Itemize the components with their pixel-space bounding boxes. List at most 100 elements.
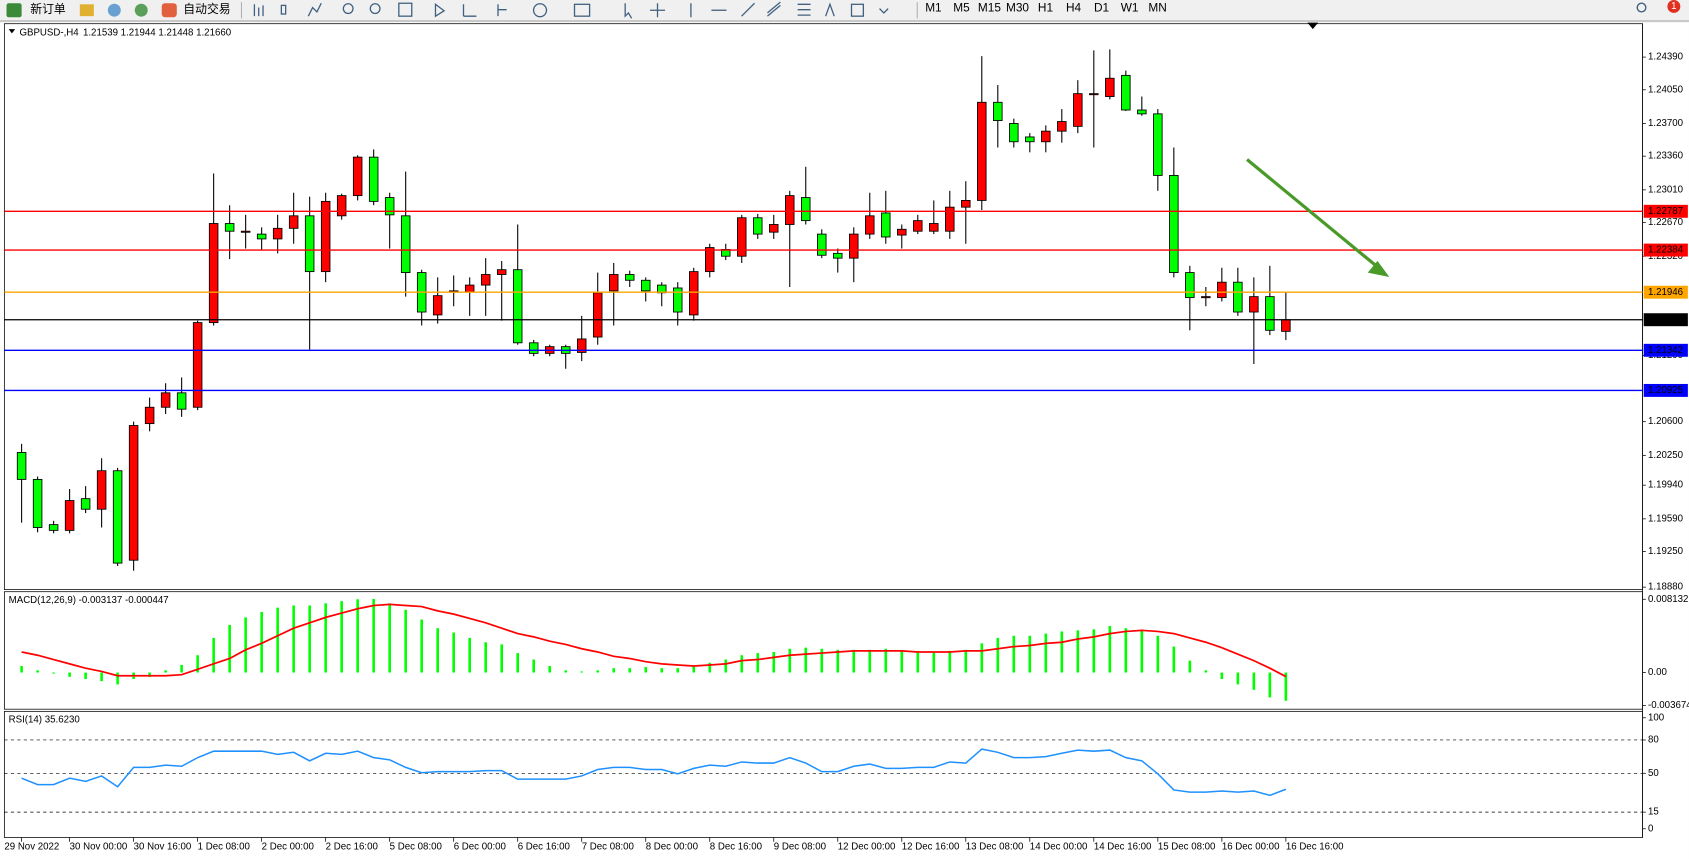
candle-body <box>384 197 395 216</box>
candle-body <box>464 284 475 293</box>
chart-header: GBPUSD-,H4 1.21539 1.21944 1.21448 1.2166… <box>19 27 231 38</box>
macd-header: MACD(12,26,9) -0.003137 -0.000447 <box>9 595 169 606</box>
periods-button[interactable] <box>532 3 548 18</box>
notification-badge[interactable] <box>1667 0 1681 13</box>
level-label: 1.21342 <box>1648 345 1683 356</box>
macd-bar <box>436 628 439 673</box>
line-chart-button[interactable] <box>307 2 322 17</box>
candle-body <box>672 287 683 313</box>
macd-bar <box>1204 670 1208 673</box>
macd-bar <box>660 668 664 673</box>
x-tick-label: 7 Dec 08:00 <box>582 842 635 853</box>
macd-bar <box>420 619 423 673</box>
crosshair-button[interactable] <box>649 3 666 18</box>
macd-bar <box>724 659 728 673</box>
macd-bar <box>196 655 199 673</box>
tool-icon[interactable] <box>134 3 148 17</box>
fibo-button[interactable] <box>797 3 811 16</box>
y-tick-label: 1.22670 <box>1648 217 1684 228</box>
macd-bar <box>516 653 519 673</box>
macd-bar <box>1220 672 1224 680</box>
candle-button[interactable] <box>280 4 287 15</box>
x-tick-label: 29 Nov 2022 <box>4 842 59 853</box>
timeframe-button[interactable]: D1 <box>1094 1 1110 15</box>
y-tick-label: 50 <box>1648 768 1659 779</box>
timeframe-button[interactable]: H1 <box>1038 1 1054 15</box>
candle-body <box>480 274 491 286</box>
y-tick-label: -0.003674 <box>1648 700 1689 711</box>
candle-body <box>80 498 91 510</box>
candle-body <box>192 322 203 408</box>
x-tick-label: 14 Dec 16:00 <box>1094 842 1152 853</box>
search-button[interactable] <box>1636 2 1647 13</box>
candle-body <box>977 101 987 201</box>
templates-button[interactable] <box>573 3 591 17</box>
macd-bar <box>996 637 1000 673</box>
macd-bar <box>260 611 263 673</box>
candle-body <box>96 470 107 510</box>
candle-body <box>112 470 123 564</box>
x-tick-label: 30 Nov 00:00 <box>70 842 128 853</box>
tool-icon[interactable] <box>79 4 94 17</box>
x-tick-label: 2 Dec 00:00 <box>262 842 315 853</box>
tile-button[interactable] <box>398 2 413 17</box>
macd-bar <box>500 644 503 673</box>
auto-trading-button[interactable]: 自动交易 <box>183 2 230 16</box>
channel-button[interactable] <box>767 1 781 17</box>
indicators-button[interactable] <box>497 4 507 17</box>
candle-body <box>881 212 891 238</box>
macd-bar <box>20 666 23 673</box>
level-label-box <box>1643 204 1688 218</box>
macd-bar <box>116 672 119 685</box>
tool-icon[interactable] <box>107 3 121 17</box>
timeframe-button[interactable]: M5 <box>953 1 970 15</box>
autoscroll-button[interactable] <box>434 3 446 18</box>
timeframe-button[interactable]: M15 <box>978 1 1001 15</box>
y-tick-label: 1.19250 <box>1648 546 1684 557</box>
auto-trading-icon[interactable] <box>161 3 177 18</box>
macd-bar <box>1092 629 1096 673</box>
macd-bar <box>356 599 359 673</box>
candle-body <box>336 195 347 217</box>
new-order-button[interactable]: 新订单 <box>30 2 66 16</box>
cursor-button[interactable] <box>624 3 633 19</box>
candle-body <box>64 500 75 531</box>
candle-body <box>1249 296 1259 313</box>
timeframe-button[interactable]: M30 <box>1006 1 1029 15</box>
bar-chart-button[interactable] <box>253 4 264 17</box>
macd-bar <box>180 664 183 673</box>
candle-body <box>801 197 811 222</box>
zoom-out-button[interactable] <box>369 3 381 15</box>
candle-body <box>1265 296 1275 331</box>
candle-body <box>1185 272 1195 299</box>
timeframe-button[interactable]: MN <box>1148 1 1166 15</box>
candle-body <box>16 452 27 480</box>
timeframe-button[interactable]: M1 <box>925 1 942 15</box>
macd-bar <box>644 667 648 673</box>
timeframe-button[interactable]: H4 <box>1066 1 1082 15</box>
arrows-button[interactable] <box>879 8 889 14</box>
notification-count: 1 <box>1671 1 1676 12</box>
new-order-icon[interactable] <box>6 3 22 18</box>
label-button[interactable] <box>850 3 865 17</box>
timeframe-button[interactable]: W1 <box>1121 1 1139 15</box>
trendline-button[interactable] <box>741 2 755 17</box>
candle-body <box>1105 77 1115 97</box>
macd-bar <box>164 670 167 673</box>
x-tick-label: 9 Dec 08:00 <box>774 842 827 853</box>
candle-body <box>32 478 43 528</box>
macd-bar <box>484 642 487 673</box>
candle-body <box>256 233 267 240</box>
candle-body <box>608 274 619 292</box>
text-button[interactable] <box>825 2 835 17</box>
candle-body <box>352 156 363 197</box>
candle-body <box>240 230 251 233</box>
macd-bar <box>580 671 584 673</box>
chart-tools <box>253 1 889 19</box>
x-tick-label: 16 Dec 00:00 <box>1222 842 1280 853</box>
shift-button[interactable] <box>462 4 477 17</box>
macd-bar <box>1156 635 1160 673</box>
zoom-in-button[interactable] <box>342 3 354 15</box>
